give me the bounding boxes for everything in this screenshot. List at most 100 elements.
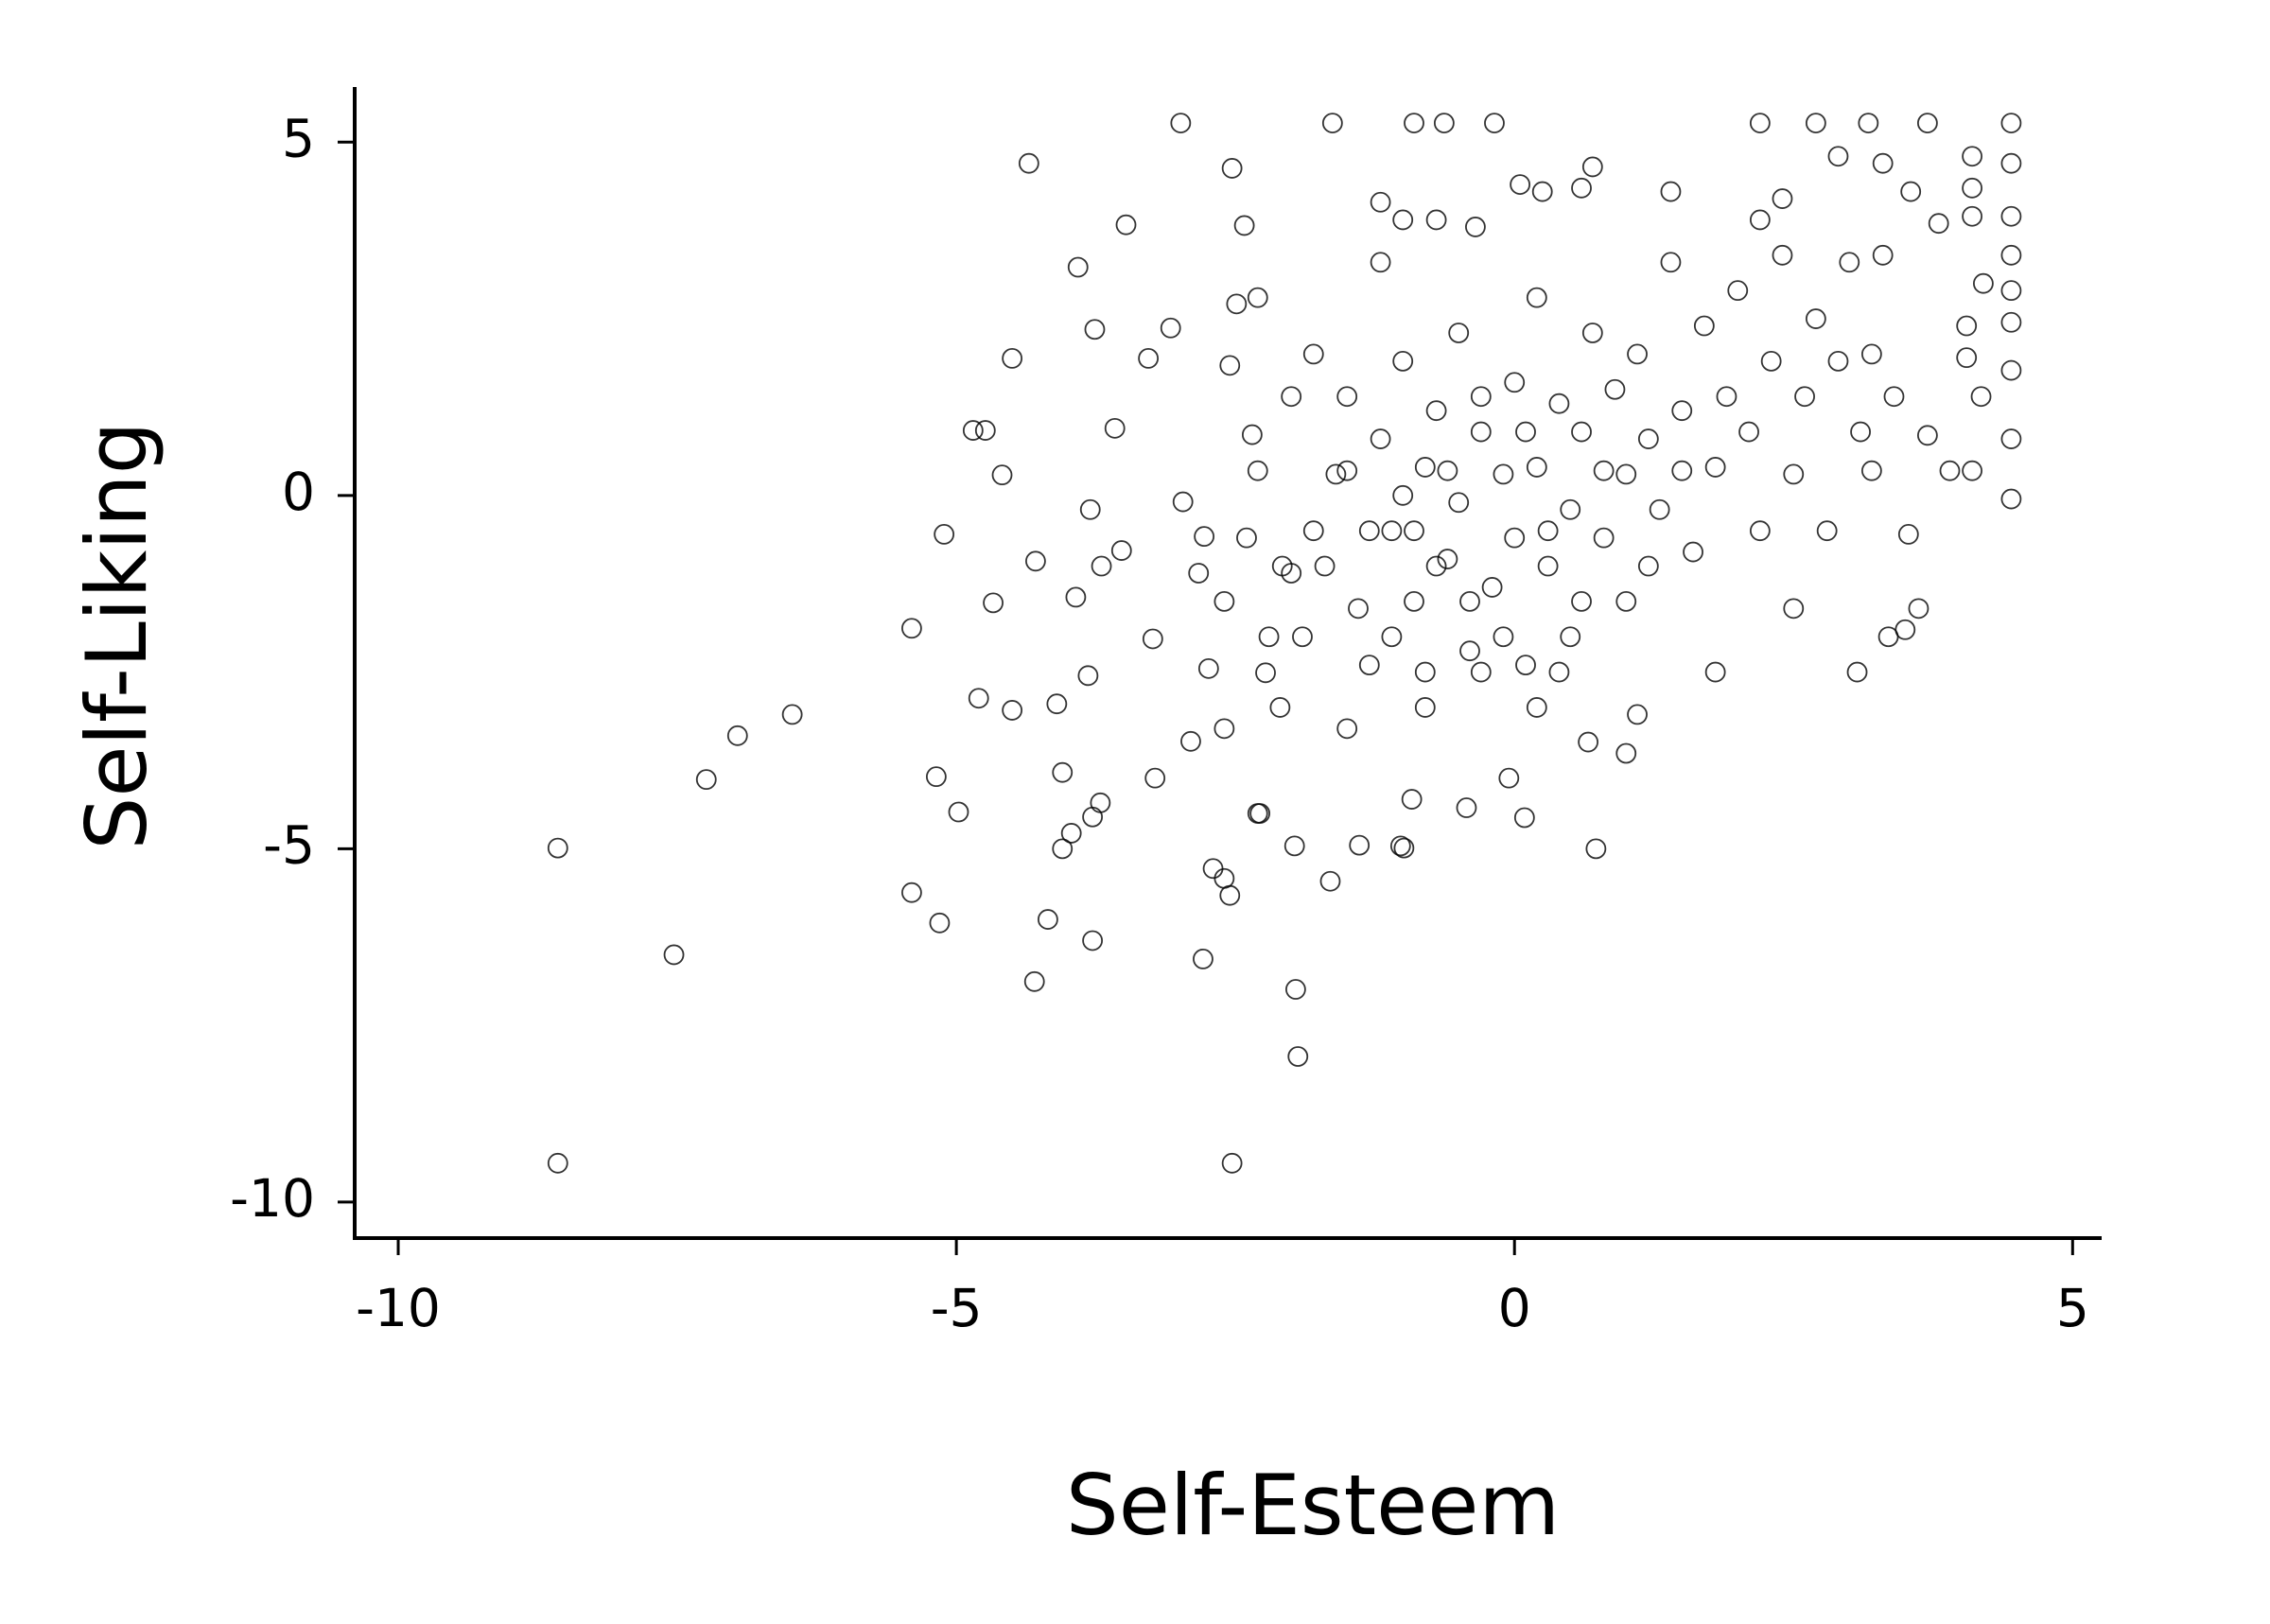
point xyxy=(1392,484,1414,506)
point xyxy=(1358,655,1380,676)
point xyxy=(1571,421,1592,443)
point xyxy=(1956,347,1978,369)
point xyxy=(695,769,717,791)
point xyxy=(1221,158,1243,179)
point xyxy=(1627,343,1648,365)
point xyxy=(1392,350,1414,372)
point xyxy=(1805,113,1826,134)
point xyxy=(1939,460,1961,481)
point xyxy=(2000,359,2022,381)
point xyxy=(1456,797,1477,818)
point xyxy=(1671,460,1693,481)
point xyxy=(1962,205,1982,227)
point xyxy=(1571,590,1592,612)
point xyxy=(547,1152,568,1174)
point xyxy=(1895,619,1916,640)
point xyxy=(1160,317,1181,339)
point xyxy=(1144,767,1166,789)
point xyxy=(1571,177,1592,199)
point xyxy=(1401,789,1423,810)
point xyxy=(1079,498,1101,520)
point xyxy=(1704,457,1726,478)
point xyxy=(1493,626,1514,648)
point xyxy=(934,524,955,545)
point xyxy=(1783,463,1805,485)
point xyxy=(1214,590,1235,612)
point xyxy=(1504,372,1526,393)
point xyxy=(1336,460,1358,481)
point xyxy=(1749,209,1771,231)
point xyxy=(1287,1046,1309,1067)
point xyxy=(1060,823,1082,844)
point xyxy=(1470,661,1492,683)
x-tick-label: -5 xyxy=(931,1278,983,1338)
point xyxy=(1858,113,1879,134)
point xyxy=(1816,520,1838,542)
point xyxy=(1084,319,1106,341)
point xyxy=(1249,803,1271,824)
point xyxy=(1314,555,1336,577)
point xyxy=(901,618,922,639)
point xyxy=(1860,460,1882,481)
point xyxy=(1897,524,1919,545)
point xyxy=(1302,520,1324,542)
point xyxy=(1637,555,1659,577)
point xyxy=(1649,498,1670,520)
point xyxy=(1180,730,1201,752)
point xyxy=(1255,662,1276,684)
point xyxy=(1470,386,1492,408)
point xyxy=(1615,742,1637,764)
point xyxy=(1221,1152,1243,1174)
point xyxy=(1370,252,1391,273)
point xyxy=(1526,697,1547,718)
point xyxy=(1404,590,1424,612)
point xyxy=(1170,113,1192,134)
point xyxy=(1846,661,1868,683)
point xyxy=(1348,598,1369,620)
point xyxy=(2000,205,2022,227)
y-tick-label: 5 xyxy=(282,108,315,168)
point xyxy=(925,766,947,788)
point xyxy=(1585,838,1607,860)
point xyxy=(1404,113,1424,134)
point xyxy=(1392,209,1414,231)
point xyxy=(1052,761,1074,783)
point xyxy=(1727,280,1749,302)
point xyxy=(1202,858,1224,880)
point xyxy=(1448,323,1470,343)
point xyxy=(1883,386,1905,408)
point xyxy=(1827,350,1849,372)
point xyxy=(1794,386,1815,408)
point xyxy=(1219,355,1241,376)
point xyxy=(1194,526,1215,548)
point xyxy=(1046,693,1068,715)
point xyxy=(1172,491,1194,513)
point xyxy=(2000,244,2022,266)
point xyxy=(726,725,748,746)
x-axis-title: Self-Esteem xyxy=(1066,1457,1560,1554)
point xyxy=(1560,498,1581,520)
point xyxy=(1615,463,1637,485)
point xyxy=(1219,884,1241,906)
point xyxy=(547,837,568,859)
point xyxy=(1515,655,1536,676)
point xyxy=(1193,949,1214,969)
point xyxy=(948,801,969,823)
point xyxy=(1025,550,1046,572)
x-tick-label: 5 xyxy=(2056,1278,2089,1338)
point xyxy=(974,420,996,441)
point xyxy=(1214,867,1235,889)
point xyxy=(1749,113,1771,134)
y-tick-label: -5 xyxy=(263,814,315,875)
point xyxy=(1247,460,1268,481)
point xyxy=(1404,520,1424,542)
point xyxy=(2000,280,2022,302)
point xyxy=(1560,626,1581,648)
point xyxy=(1082,930,1104,952)
point xyxy=(1615,590,1637,612)
point xyxy=(1481,577,1503,598)
point xyxy=(1414,697,1436,718)
point xyxy=(1760,350,1782,372)
point xyxy=(1593,527,1615,549)
point xyxy=(1393,837,1415,859)
